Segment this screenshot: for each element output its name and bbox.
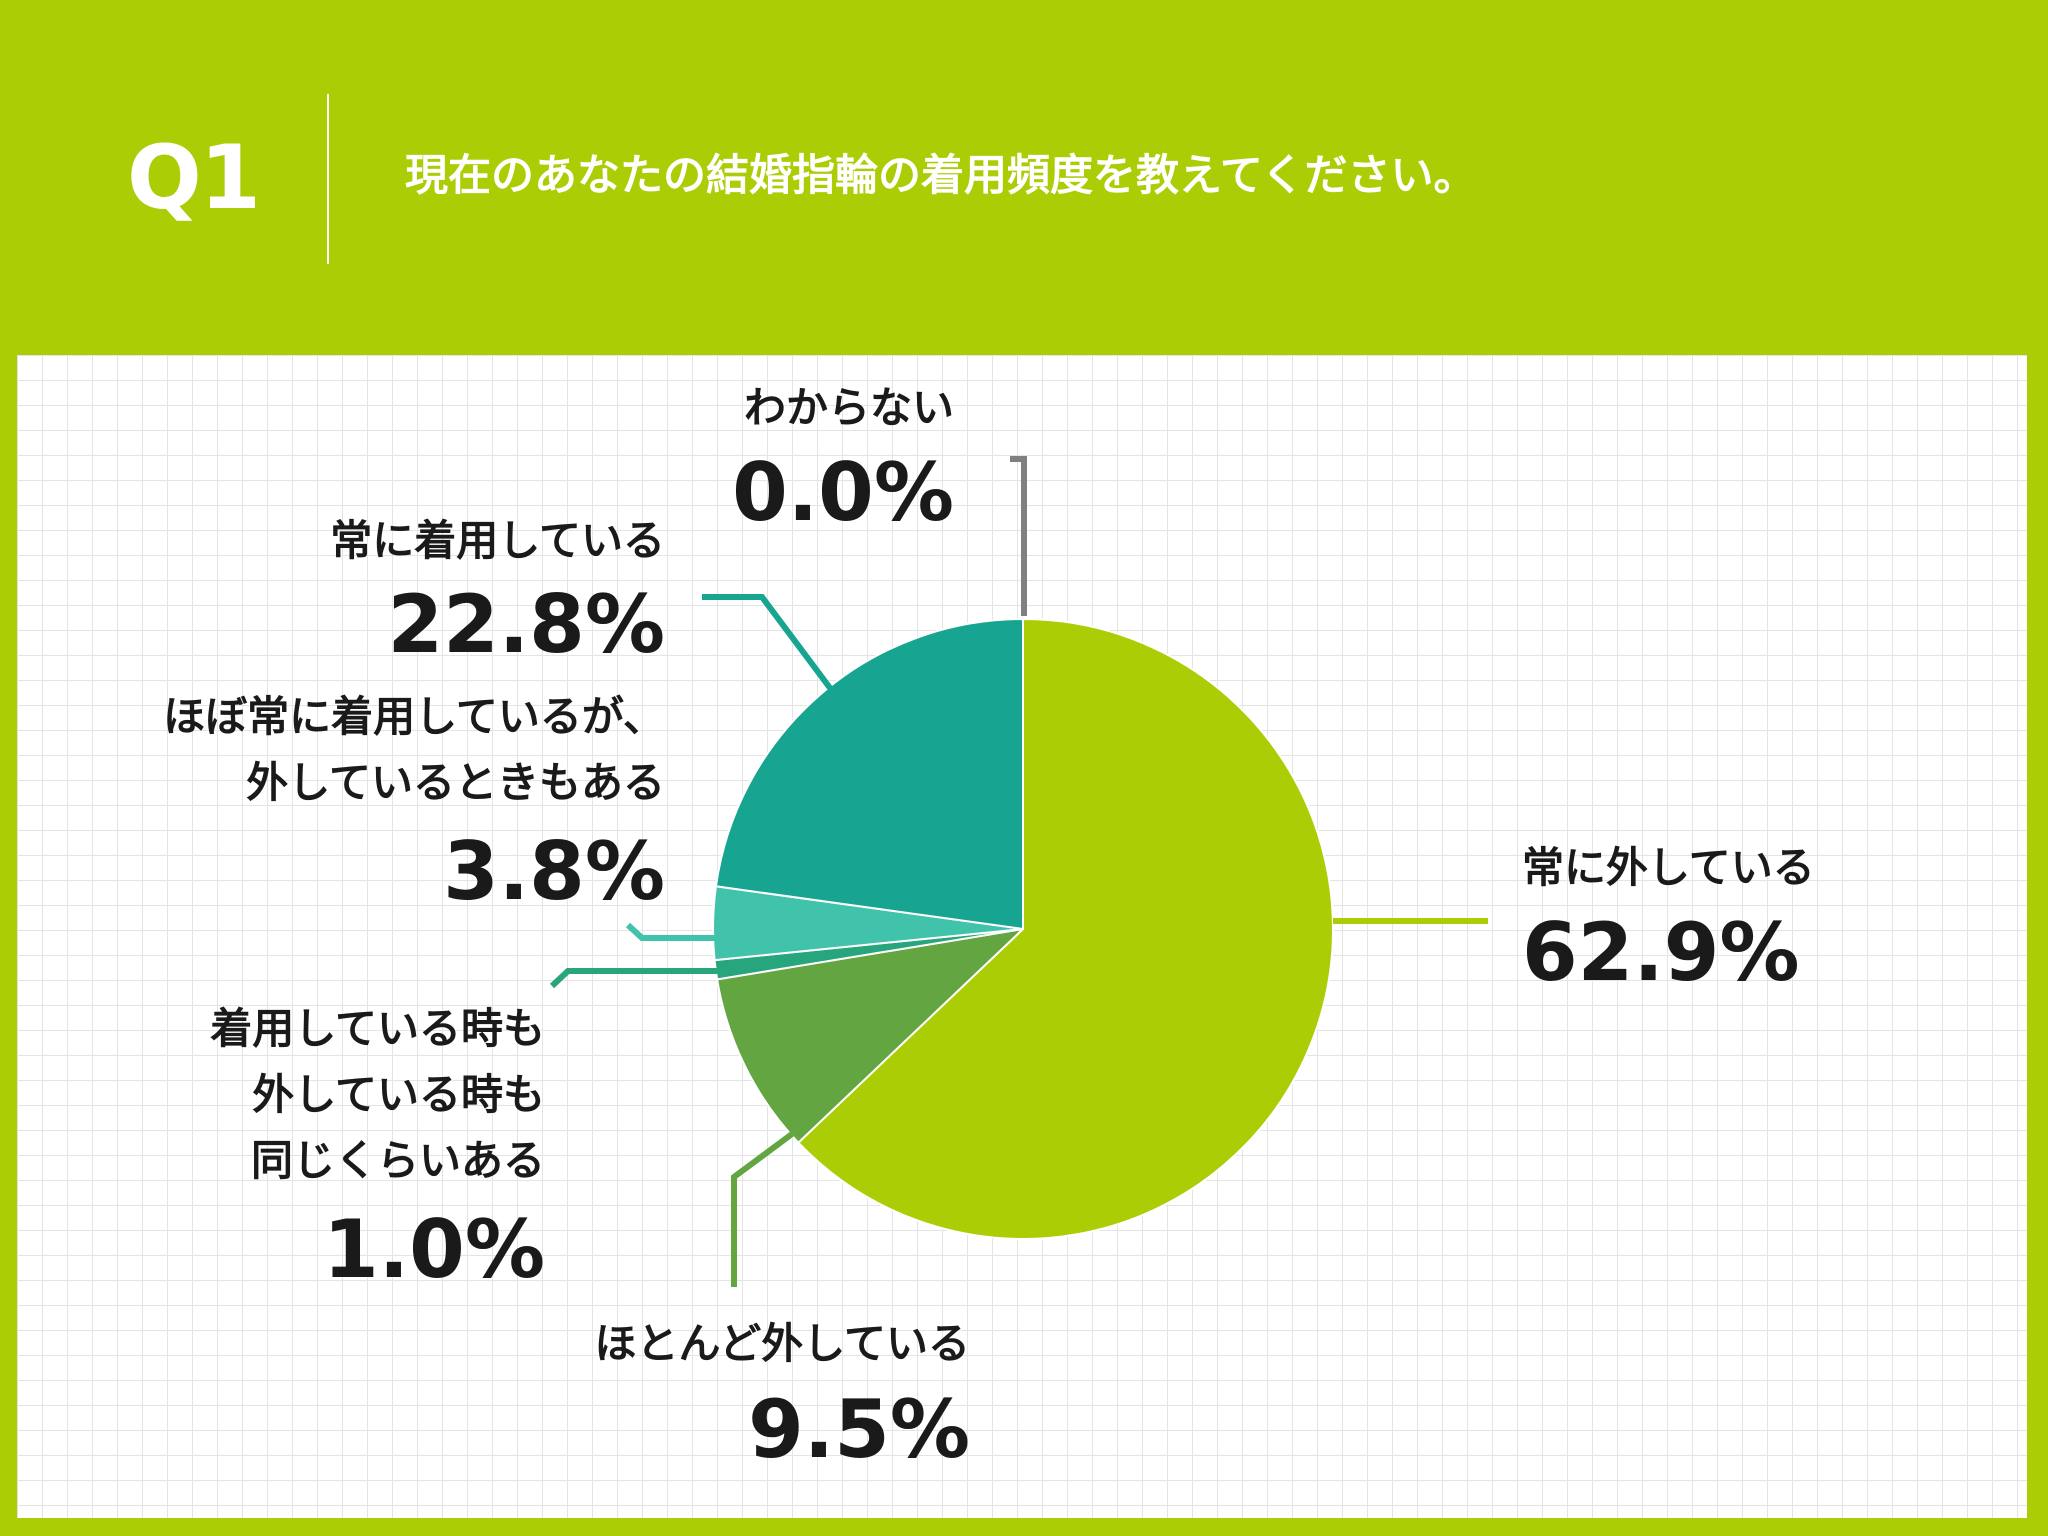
slice-label-mostly_on: ほぼ常に着用しているが、 (163, 692, 665, 741)
slice-value-always_on: 22.8% (387, 578, 665, 671)
slice-label-mostly_on: 外しているときもある (246, 758, 665, 807)
question-text: 現在のあなたの結婚指輪の着用頻度を教えてください。 (405, 151, 1477, 201)
leader-line-unknown (1010, 456, 1027, 616)
leader-line-always_on (702, 594, 833, 690)
pie-slice-always_on (714, 618, 1024, 930)
leader-line-mostly_off (731, 1131, 794, 1287)
slice-label-mostly_off: ほとんど外している (595, 1319, 970, 1368)
slice-label-same: 着用している時も (210, 1004, 545, 1053)
slice-label-always_on: 常に着用している (330, 516, 665, 565)
slice-label-always_off: 常に外している (1522, 843, 1815, 892)
slice-label-same: 同じくらいある (251, 1136, 545, 1185)
slice-value-unknown: 0.0% (732, 446, 954, 539)
leader-line-same (549, 968, 718, 989)
header: Q1 現在のあなたの結婚指輪の着用頻度を教えてください。 (0, 0, 2048, 355)
slice-value-mostly_on: 3.8% (443, 825, 665, 918)
slice-value-same: 1.0% (323, 1203, 545, 1296)
slice-value-mostly_off: 9.5% (748, 1383, 970, 1476)
leader-line-mostly_on (625, 922, 718, 941)
question-number: Q1 (127, 126, 261, 229)
header-divider (327, 94, 329, 264)
chart-panel (17, 355, 2027, 1518)
pie-slice-always_off (797, 618, 1334, 1240)
slice-label-unknown: わからない (744, 383, 954, 432)
slice-label-same: 外している時も (252, 1070, 545, 1119)
slice-value-always_off: 62.9% (1522, 906, 1800, 999)
